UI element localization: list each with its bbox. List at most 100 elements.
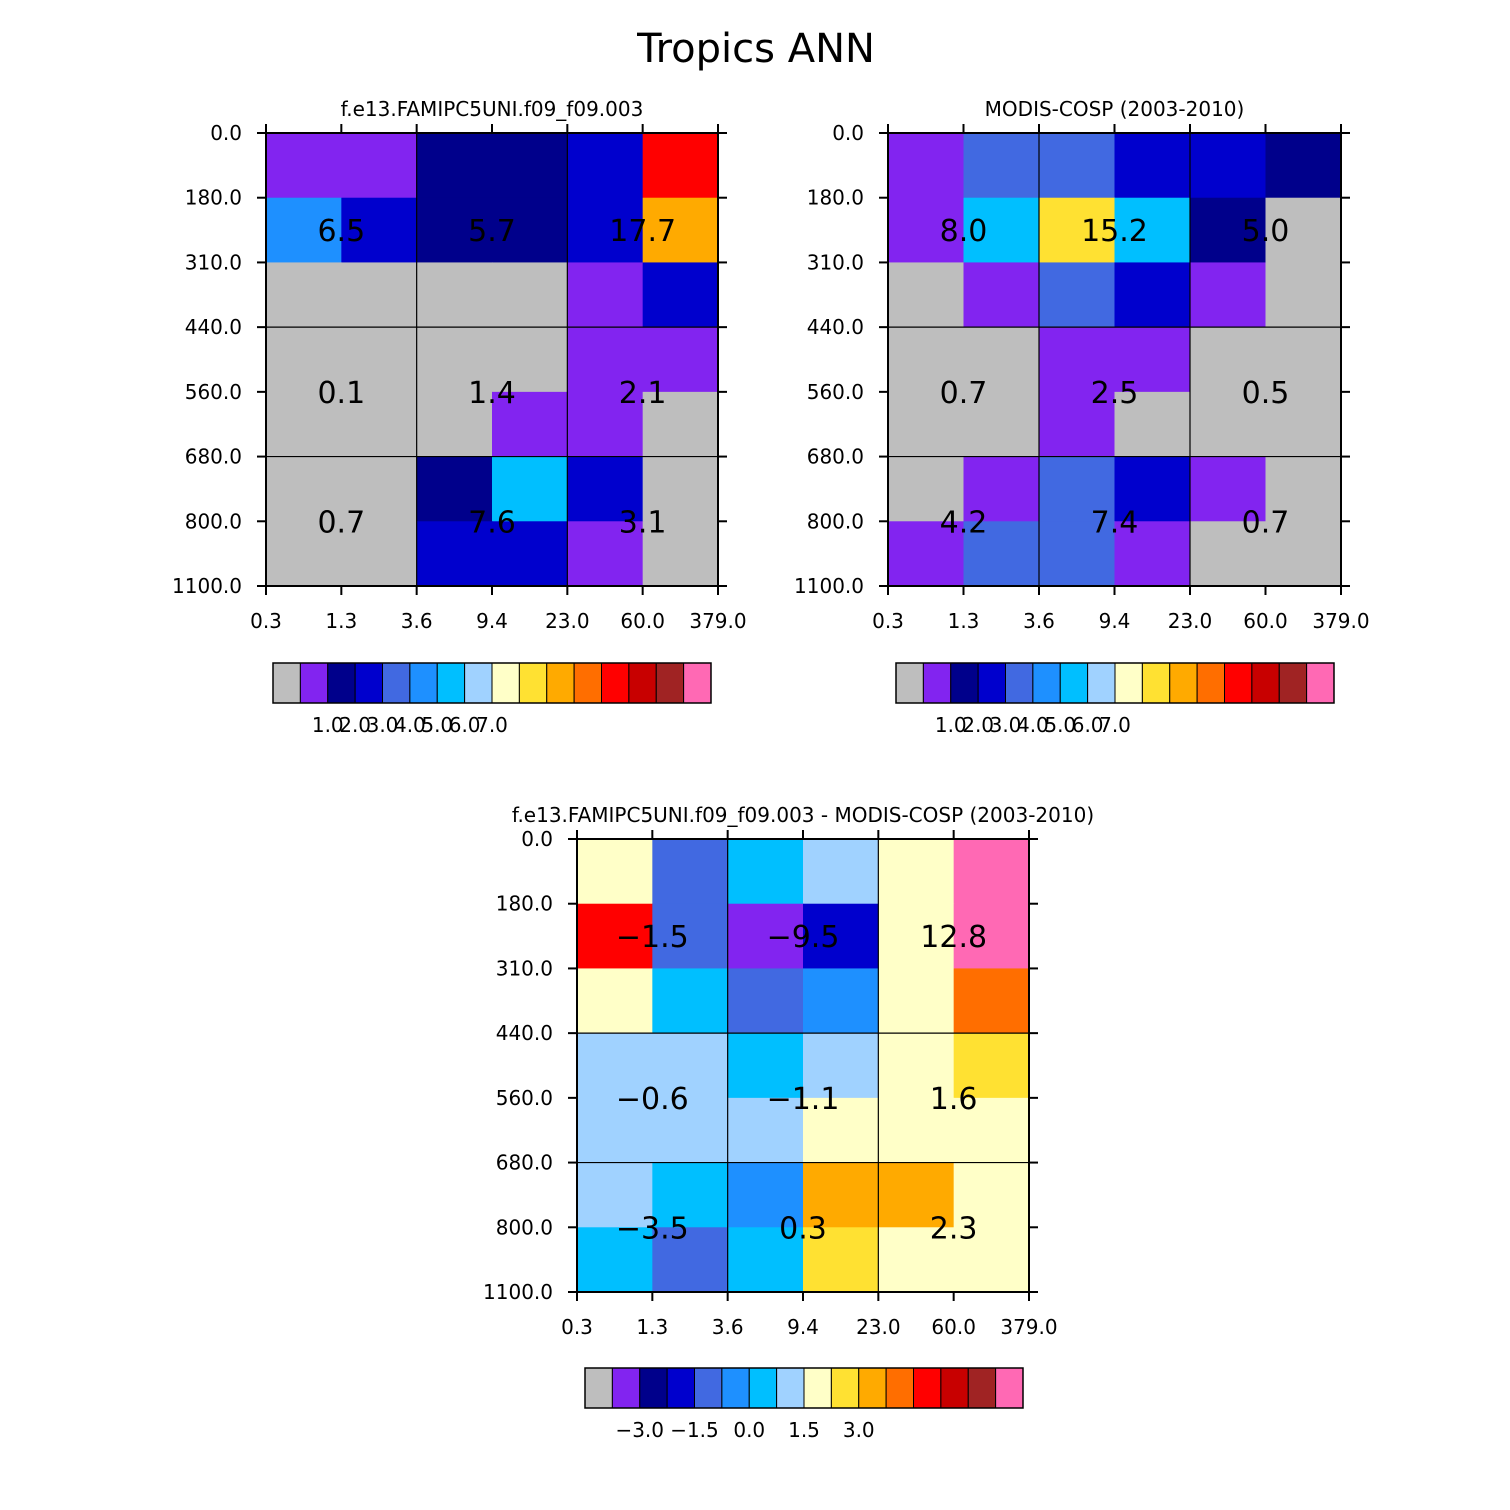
heatmap-panel-3: f.e13.FAMIPC5UNI.f09_f09.003 - MODIS-COS… <box>483 803 1094 1442</box>
colorbar-label: 3.0 <box>843 1418 875 1442</box>
heatmap-cell <box>652 968 729 1034</box>
heatmap-cell <box>266 521 342 587</box>
colorbar-label: −3.0 <box>615 1418 664 1442</box>
heatmap-cell <box>1114 262 1191 328</box>
heatmap-cell <box>953 1097 1030 1164</box>
heatmap-cell <box>1039 456 1116 522</box>
colorbar-swatch <box>995 1367 1024 1409</box>
colorbar-swatch <box>666 1367 695 1409</box>
x-tick-label: 9.4 <box>476 609 508 633</box>
colorbar-swatch <box>1169 662 1198 704</box>
heatmap-cell <box>266 197 342 264</box>
block-value-label: 0.7 <box>1242 505 1290 540</box>
colorbar-swatch <box>940 1367 969 1409</box>
heatmap-cell <box>727 968 804 1034</box>
heatmap-cell <box>803 1033 879 1099</box>
heatmap-cell <box>416 456 493 522</box>
colorbar-label: −1.5 <box>670 1418 719 1442</box>
x-tick-label: 379.0 <box>1312 609 1369 633</box>
heatmap-cell <box>1039 391 1116 458</box>
heatmap-cell <box>341 521 418 587</box>
colorbar-swatch <box>885 1367 914 1409</box>
y-tick-label: 680.0 <box>496 1151 553 1175</box>
colorbar-label: 5.0 <box>1044 713 1076 737</box>
colorbar-label: 7.0 <box>1099 713 1131 737</box>
colorbar-swatch <box>299 662 329 704</box>
heatmap-cell <box>341 197 418 264</box>
block-value-label: 2.3 <box>930 1211 978 1246</box>
y-tick-label: 560.0 <box>496 1086 553 1110</box>
heatmap-cell <box>567 197 644 264</box>
colorbar-label: 1.0 <box>935 713 967 737</box>
heatmap-cell <box>492 327 568 393</box>
heatmap-cell <box>266 391 342 458</box>
y-tick-label: 0.0 <box>832 121 864 145</box>
y-tick-label: 440.0 <box>185 315 242 339</box>
heatmap-cell <box>577 903 653 970</box>
colorbar-swatch <box>655 662 685 704</box>
colorbar-swatch <box>573 662 602 704</box>
y-tick-label: 310.0 <box>185 250 242 274</box>
heatmap-cell <box>652 839 729 905</box>
colorbar-swatch <box>1032 662 1061 704</box>
colorbar-swatch <box>694 1367 723 1409</box>
colorbar-swatch <box>1196 662 1225 704</box>
block-value-label: 6.5 <box>317 214 365 249</box>
block-value-label: 0.3 <box>779 1211 827 1246</box>
y-tick-label: 0.0 <box>210 121 242 145</box>
x-tick-label: 3.6 <box>712 1315 744 1339</box>
heatmap-cell <box>888 391 965 458</box>
y-tick-label: 680.0 <box>807 445 864 469</box>
colorbar-swatch <box>830 1367 860 1409</box>
heatmap-cell <box>416 133 493 199</box>
heatmap-cell <box>1039 133 1116 199</box>
heatmap-cell <box>963 262 1040 328</box>
heatmap-cell <box>963 456 1040 522</box>
x-tick-label: 9.4 <box>1099 609 1131 633</box>
heatmap-cell <box>652 1097 729 1164</box>
heatmap-cell <box>1190 197 1267 264</box>
panel-title: MODIS-COSP (2003-2010) <box>985 97 1245 121</box>
y-tick-label: 440.0 <box>807 315 864 339</box>
y-tick-label: 180.0 <box>807 186 864 210</box>
colorbar-swatch <box>748 1367 778 1409</box>
colorbar-swatch <box>601 662 630 704</box>
heatmap-cell <box>492 456 568 522</box>
y-tick-label: 1100.0 <box>794 574 864 598</box>
colorbar-swatch <box>546 662 575 704</box>
colorbar-label: 2.0 <box>962 713 994 737</box>
heatmap-cell <box>953 968 1030 1034</box>
colorbar-label: 1.5 <box>788 1418 820 1442</box>
heatmap-cell <box>1265 197 1342 264</box>
y-tick-label: 1100.0 <box>172 574 242 598</box>
colorbar-swatch <box>491 662 520 704</box>
block-value-label: 2.1 <box>619 376 667 411</box>
heatmap-cell <box>878 1033 955 1099</box>
block-value-label: 1.6 <box>930 1082 978 1117</box>
heatmap-cell <box>953 1033 1030 1099</box>
colorbar-swatch <box>1087 662 1116 704</box>
heatmap-cell <box>1039 327 1116 393</box>
heatmap-cell <box>953 903 1030 970</box>
heatmap-cell <box>803 839 879 905</box>
block-value-label: −3.5 <box>616 1211 689 1246</box>
heatmap-cell <box>888 197 965 264</box>
heatmap-cell <box>492 521 568 587</box>
heatmap-cell <box>963 133 1040 199</box>
heatmap-cell <box>416 327 493 393</box>
heatmap-panel-1: f.e13.FAMIPC5UNI.f09_f09.003 6.5 5.7 17.7 0.… <box>172 97 747 737</box>
heatmap-cell <box>1265 456 1342 522</box>
heatmap-cell <box>266 327 342 393</box>
colorbar-label: 4.0 <box>1017 713 1049 737</box>
colorbar: 1.02.03.04.05.06.07.0 <box>272 662 712 737</box>
x-tick-label: 3.6 <box>1023 609 1055 633</box>
heatmap-cell <box>567 133 644 199</box>
colorbar-swatch <box>913 1367 942 1409</box>
colorbar-swatch <box>721 1367 750 1409</box>
heatmap-cell <box>953 1162 1030 1228</box>
heatmap-cell <box>888 133 965 199</box>
heatmap-cell <box>963 197 1040 264</box>
heatmap-cell <box>1114 327 1191 393</box>
heatmap-cell <box>878 968 955 1034</box>
heatmap-cell <box>266 262 342 328</box>
